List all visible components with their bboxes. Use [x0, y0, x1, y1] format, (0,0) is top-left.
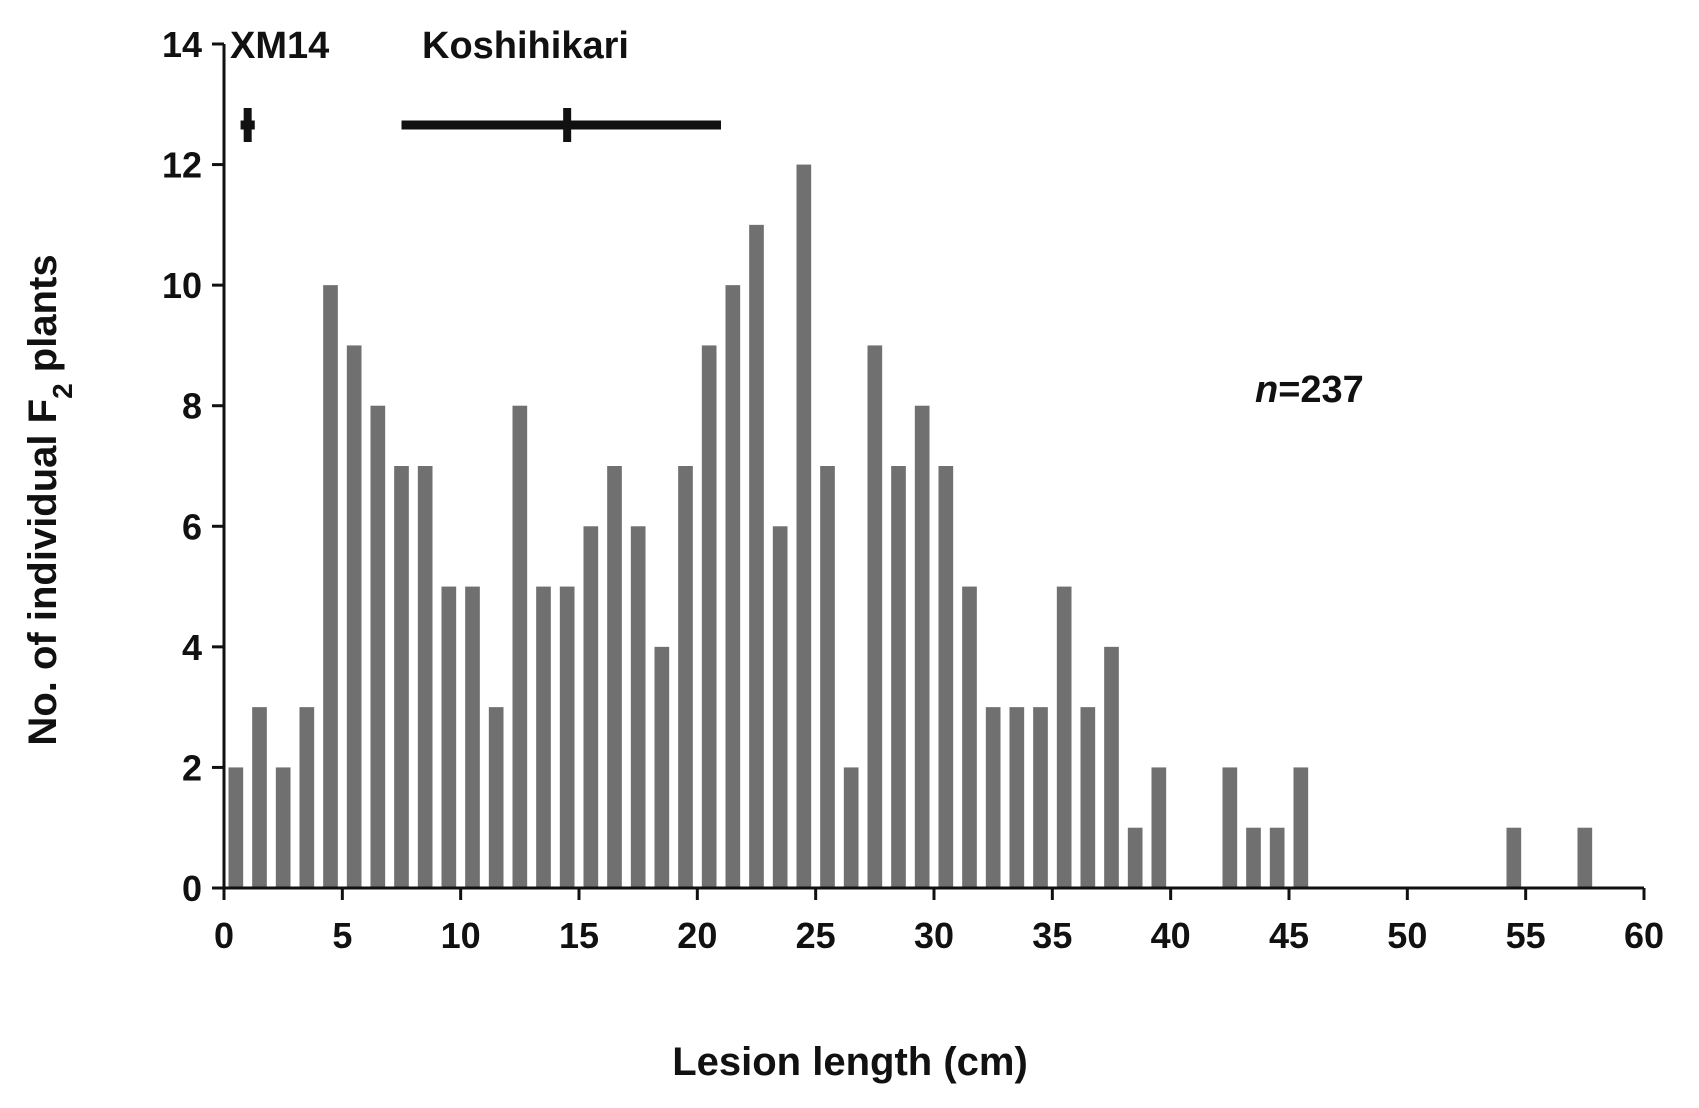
histogram-bar [394, 466, 409, 888]
y-ticks-group: 0 2 4 6 8 10 12 14 [162, 24, 224, 909]
y-tick-label: 8 [182, 386, 202, 427]
histogram-bar [228, 767, 244, 888]
histogram-bar [1222, 767, 1238, 888]
bars-group [228, 164, 1593, 889]
histogram-bar [1056, 586, 1072, 888]
histogram-bar [441, 586, 457, 888]
histogram-bar [488, 707, 504, 888]
y-tick-label: 12 [162, 145, 202, 186]
histogram-bar [914, 405, 930, 888]
x-tick-label: 5 [332, 915, 352, 956]
y-tick-label: 6 [182, 506, 202, 547]
sample-size-annotation: n=237 [1255, 369, 1364, 411]
histogram-bar [1246, 827, 1261, 888]
histogram-bar [252, 707, 267, 888]
histogram-bar [1009, 707, 1025, 888]
histogram-bar [1269, 827, 1285, 888]
sample-size-value: =237 [1278, 369, 1364, 411]
histogram-bar [1151, 767, 1167, 888]
histogram-bar [1104, 646, 1119, 888]
x-ticks-group: 0 5 10 15 20 25 30 35 40 45 50 55 60 [214, 888, 1664, 956]
sample-size-n: n [1255, 369, 1278, 411]
histogram-bar [678, 466, 693, 888]
y-tick-label: 14 [162, 24, 202, 65]
x-tick-label: 35 [1032, 915, 1072, 956]
histogram-bar [1080, 707, 1096, 888]
histogram-bar [654, 646, 670, 888]
histogram-bar [772, 526, 788, 888]
x-tick-label: 45 [1269, 915, 1309, 956]
histogram-bar [630, 526, 646, 888]
histogram-bar [867, 345, 883, 888]
histogram-bar [536, 586, 551, 888]
histogram-bar [820, 466, 835, 888]
x-tick-label: 55 [1506, 915, 1546, 956]
axes-group [222, 44, 1644, 890]
histogram-bar [962, 586, 977, 888]
histogram-bar [607, 466, 622, 888]
histogram-bar [843, 767, 859, 888]
histogram-bar [796, 164, 812, 889]
y-tick-label: 2 [182, 747, 202, 788]
x-axis-title: Lesion length (cm) [672, 1040, 1028, 1084]
histogram-bar [1506, 827, 1522, 888]
y-axis-title-suffix: plants [21, 254, 65, 383]
x-tick-label: 15 [559, 915, 599, 956]
x-tick-label: 30 [914, 915, 954, 956]
x-tick-label: 40 [1151, 915, 1191, 956]
histogram-bar [1293, 767, 1309, 888]
histogram-bar [370, 405, 386, 888]
histogram-bar [701, 345, 717, 888]
y-tick-label: 10 [162, 265, 202, 306]
histogram-bar [985, 707, 1001, 888]
y-axis-title-prefix: No. of individual F [21, 399, 65, 746]
histogram-bar [583, 526, 599, 888]
histogram-bar [1577, 827, 1593, 888]
histogram-bar [275, 767, 291, 888]
parent-label: XM14 [230, 25, 329, 67]
y-axis-title-subscript: 2 [47, 383, 78, 399]
x-tick-label: 0 [214, 915, 234, 956]
histogram-bar [323, 285, 338, 889]
x-tick-label: 25 [796, 915, 836, 956]
x-tick-label: 10 [441, 915, 481, 956]
histogram-bar [1033, 707, 1048, 888]
parent-label: Koshihikari [422, 25, 629, 67]
histogram-bar [346, 345, 362, 888]
histogram-bar [465, 586, 480, 888]
x-tick-label: 20 [677, 915, 717, 956]
histogram-bar [299, 707, 315, 888]
x-tick-label: 50 [1387, 915, 1427, 956]
histogram-bar [417, 466, 433, 888]
x-tick-label: 60 [1624, 915, 1664, 956]
histogram-bar [512, 405, 528, 888]
histogram-bar [938, 466, 954, 888]
histogram-bar [891, 466, 906, 888]
histogram-bar [559, 586, 575, 888]
parent-ranges-group: XM14 Koshihikari [230, 25, 721, 142]
histogram-bar [1127, 827, 1143, 888]
histogram-bar [749, 224, 764, 888]
y-tick-label: 4 [182, 627, 202, 668]
y-tick-label: 0 [182, 868, 202, 909]
histogram-bar [725, 285, 741, 889]
y-axis-title: No. of individual F2 plants [21, 254, 78, 745]
